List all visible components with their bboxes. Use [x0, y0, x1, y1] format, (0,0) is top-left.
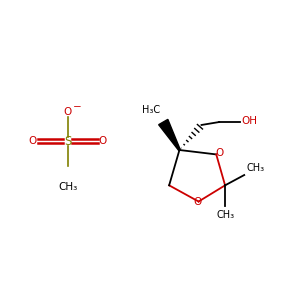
Text: S: S — [64, 135, 71, 148]
Text: O: O — [99, 136, 107, 146]
Text: O: O — [193, 197, 201, 207]
Text: −: − — [73, 102, 82, 112]
Text: OH: OH — [241, 116, 257, 126]
Text: CH₃: CH₃ — [247, 163, 265, 173]
Text: O: O — [63, 107, 72, 117]
Polygon shape — [159, 119, 180, 150]
Text: CH₃: CH₃ — [216, 210, 234, 220]
Text: O: O — [28, 136, 36, 146]
Text: CH₃: CH₃ — [58, 182, 77, 192]
Text: O: O — [216, 148, 224, 158]
Text: H₃C: H₃C — [142, 105, 160, 115]
